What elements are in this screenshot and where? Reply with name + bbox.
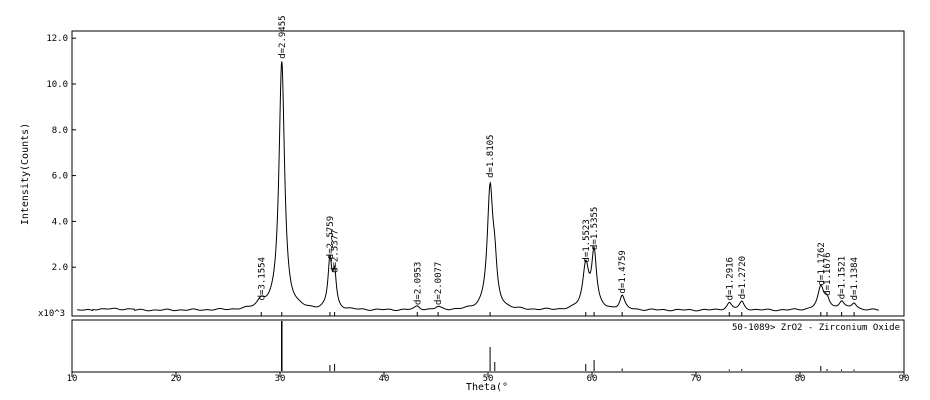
reference-pattern-title: 50-1089> ZrO2 - Zirconium Oxide (732, 323, 900, 333)
x-tick-label: 70 (691, 374, 702, 384)
x-tick-label: 40 (379, 374, 390, 384)
y-axis-title: Intensity(Counts) (20, 123, 31, 225)
x-tick-label: 80 (795, 374, 806, 384)
x-tick-label: 50 (483, 374, 494, 384)
peak-markers (260, 312, 855, 316)
peak-label: d=2.5377 (331, 230, 341, 273)
y-tick-label: 4.0 (52, 217, 68, 227)
x-axis-title: Theta(° (466, 382, 508, 393)
peak-label: d=2.5759 (326, 216, 336, 259)
peak-label: d=1.2916 (725, 257, 735, 300)
y-tick-label: 8.0 (52, 126, 68, 136)
y-tick-label: 2.0 (52, 263, 68, 273)
peak-label: d=2.9455 (278, 15, 288, 58)
peak-label: d=1.4759 (618, 250, 628, 293)
x-tick-label: 10 (67, 374, 78, 384)
y-tick-label: 6.0 (52, 172, 68, 182)
y-tick-label: 12.0 (46, 34, 68, 44)
y-axis-ticks: 2.0 4.0 6.0 8.0 10.0 12.0 (46, 34, 76, 273)
peak-label: d=1.1384 (850, 257, 860, 300)
x-tick-label: 30 (275, 374, 286, 384)
peak-label: d=1.1521 (838, 256, 848, 299)
y-tick-label: 10.0 (46, 80, 68, 90)
x-tick-label: 60 (587, 374, 598, 384)
x-tick-label: 90 (899, 374, 910, 384)
peak-label: d=2.0077 (434, 262, 444, 305)
reference-lines (281, 321, 855, 371)
peak-label: d=2.0953 (413, 262, 423, 305)
x-axis-ticks: 10 20 30 40 50 60 70 80 90 (67, 372, 910, 384)
diffraction-pattern-line (77, 61, 879, 312)
main-plot-frame (71, 30, 905, 317)
peak-label: d=1.5355 (590, 207, 600, 250)
x-tick-label: 20 (171, 374, 182, 384)
y-multiplier-label: x10^3 (38, 309, 65, 319)
peak-label: d=1.5523 (582, 219, 592, 262)
peak-label: d=1.2720 (738, 256, 748, 299)
peak-label: d=1.8105 (486, 135, 496, 178)
peak-label: d=1.1676 (823, 252, 833, 295)
peak-label: d=3.1554 (257, 257, 267, 300)
peak-label: d=1.1762 (817, 242, 827, 285)
